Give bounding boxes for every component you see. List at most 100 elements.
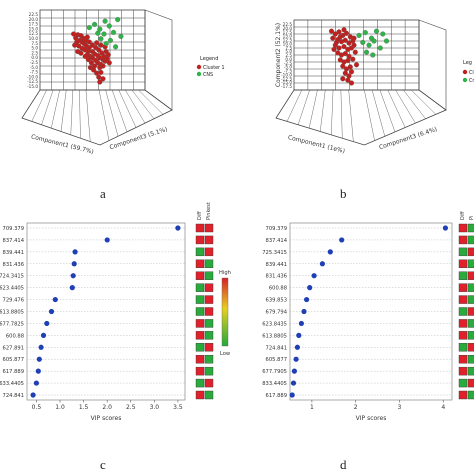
z-tick-label: 17.5 [29, 22, 39, 27]
data-point [383, 38, 390, 44]
heatmap-cell [458, 319, 468, 328]
legend-marker-cns [196, 71, 202, 77]
category-label: 724.841 [3, 393, 24, 399]
vip-point [40, 332, 47, 338]
data-point [107, 37, 113, 43]
heatmap-cell [458, 295, 468, 304]
category-label: 627.891 [3, 345, 24, 351]
floor-grid [371, 89, 385, 137]
heatmap-cell [467, 331, 474, 340]
vip-point [296, 332, 302, 338]
panel-label-b: b [340, 186, 347, 201]
data-point [340, 76, 346, 82]
data-point [84, 34, 90, 40]
category-label: 623.4405 [0, 286, 24, 292]
heatmap-cell [458, 366, 468, 376]
category-label: 633.4405 [0, 381, 24, 387]
floor-grid [85, 89, 91, 142]
data-point [110, 29, 117, 35]
data-point [85, 57, 91, 63]
data-point [351, 35, 357, 41]
vip-point [301, 308, 307, 315]
data-point [106, 23, 112, 29]
category-label: 831.436 [266, 274, 287, 280]
data-point [113, 44, 119, 50]
vip-point [71, 261, 77, 267]
z-tick-label: -12.5 [27, 79, 38, 84]
z-tick-label: 22.5 [29, 12, 39, 17]
x-tick-label: 4 [441, 404, 445, 411]
heatmap-cell [458, 378, 468, 388]
data-point [345, 58, 351, 64]
heatmap-cell [467, 378, 474, 388]
z-tick-label: 0.0 [285, 57, 292, 62]
z-tick-label: -15.0 [27, 84, 38, 89]
data-point [356, 32, 362, 38]
vip-point [44, 320, 50, 327]
category-label: 729.476 [3, 298, 24, 304]
heatmap-cell [467, 319, 474, 328]
data-point [363, 49, 370, 55]
z-tick-label: -12.5 [281, 76, 292, 81]
floor-grid [395, 89, 416, 124]
floor-grid [79, 89, 81, 139]
side-wall [418, 19, 447, 111]
category-label: 833.4405 [262, 381, 287, 387]
data-point [341, 44, 347, 50]
category-label: 600.88 [6, 333, 24, 339]
data-point [92, 21, 98, 27]
heatmap-cell [467, 295, 474, 304]
floor-grid [340, 89, 343, 139]
heatmap-cell [467, 307, 474, 316]
heatmap-cell [195, 366, 205, 376]
data-point [343, 30, 350, 36]
z-tick-label: 2.5 [285, 53, 292, 58]
category-label: 837.414 [3, 238, 25, 244]
heatmap-cell [204, 295, 214, 304]
vip-point [289, 392, 295, 398]
y-axis-title: Component3 (6.4%) [378, 126, 438, 151]
side-wall [144, 9, 173, 111]
data-point [97, 79, 103, 85]
category-label: 679.794 [266, 310, 288, 316]
z-tick-label: 5.0 [285, 49, 292, 54]
heatmap-cell [467, 271, 474, 280]
x-axis-title: Component1 (59.7%) [30, 133, 94, 155]
x-tick-label: 2 [354, 404, 358, 411]
heatmap-cell [195, 283, 205, 292]
heatmap-cell [204, 283, 214, 292]
panel-label-d: d [340, 457, 347, 472]
z-tick-label: 20.0 [283, 26, 293, 31]
data-point [373, 28, 380, 34]
floor-grid [125, 89, 146, 124]
legend-entry: Cluster 1 [203, 65, 225, 71]
heatmap-cell [195, 331, 205, 340]
vip-point [69, 285, 75, 291]
floor-grid [70, 89, 74, 135]
vip-point [70, 273, 76, 279]
heatmap-cell [458, 343, 468, 352]
data-point [100, 63, 106, 69]
data-point [101, 31, 107, 37]
vip-point [311, 273, 317, 279]
data-point [336, 29, 342, 35]
data-point [333, 39, 340, 45]
heatmap-cell [458, 271, 468, 280]
vip-point [104, 237, 110, 243]
legend-title: Leg [463, 60, 472, 66]
panel-b-3d-scatter: 22.520.017.515.012.510.07.55.02.50.0-2.5… [275, 19, 474, 155]
y-axis-title: Component3 (5.1%) [109, 126, 169, 151]
z-tick-label: -7.5 [284, 69, 293, 74]
vip-point [48, 308, 55, 315]
vip-point [30, 392, 36, 398]
z-tick-label: 12.5 [29, 31, 39, 36]
floor-grid [320, 89, 326, 132]
z-tick-label: 22.5 [283, 22, 293, 27]
z-tick-label: -15.0 [281, 80, 292, 85]
data-point [82, 53, 88, 59]
vip-point [304, 296, 310, 303]
heatmap-cell [467, 247, 474, 257]
heatmap-cell [458, 307, 468, 316]
heatmap-cell [467, 259, 474, 268]
